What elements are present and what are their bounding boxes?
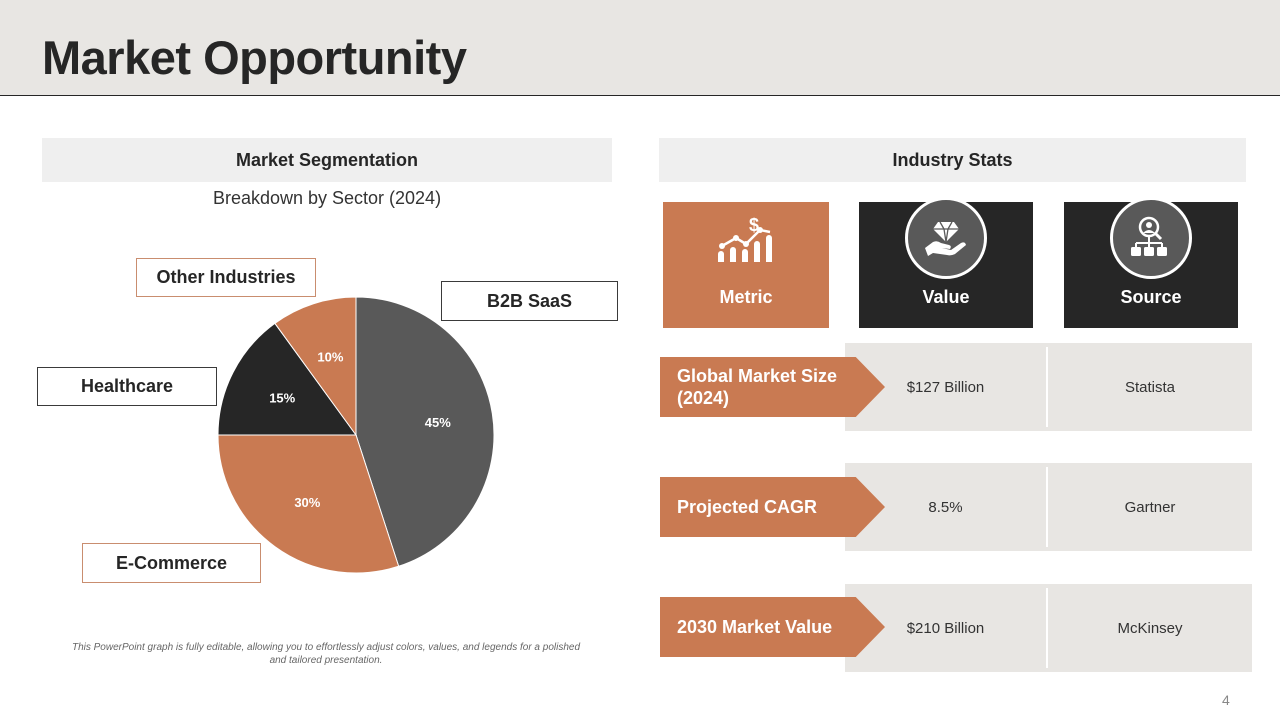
metric-label: 2030 Market Value: [660, 597, 885, 657]
row-divider: [1046, 588, 1048, 668]
pie-slice-healthcare: [217, 322, 357, 436]
pie-slice-other-industries: [274, 296, 357, 437]
source-cell: Gartner: [1124, 498, 1176, 516]
metric-label: Projected CAGR: [660, 477, 885, 537]
industry-stats-heading: Industry Stats: [659, 138, 1246, 182]
metric-column-label: Metric: [719, 287, 773, 307]
callout-b2b-saas: B2B SaaS: [441, 281, 618, 321]
growth-chart-dollar-icon: $: [716, 214, 776, 269]
title-bar: Market Opportunity: [0, 0, 1280, 96]
source-cell: McKinsey: [1117, 619, 1183, 637]
value-cell: 8.5%: [928, 498, 963, 516]
callout-healthcare: Healthcare: [37, 367, 217, 406]
chart-footnote: This PowerPoint graph is fully editable,…: [71, 642, 581, 666]
pie-slice-e-commerce: [217, 434, 400, 574]
market-segmentation-heading: Market Segmentation: [42, 138, 612, 182]
metric-label: Global Market Size (2024): [660, 357, 885, 417]
svg-text:$: $: [749, 215, 759, 235]
value-cell: $127 Billion: [906, 378, 985, 396]
pie-data-label: 10%: [317, 349, 343, 364]
value-cell: $210 Billion: [906, 619, 985, 637]
row-divider: [1046, 467, 1048, 547]
callout-e-commerce: E-Commerce: [82, 543, 261, 583]
stats-row-bg: [845, 584, 1252, 672]
hand-diamond-icon: [905, 197, 987, 279]
pie-data-label: 15%: [269, 390, 295, 405]
stats-row-bg: [845, 343, 1252, 431]
metric-column-header: Metric: [663, 202, 829, 328]
pie-slice-b2b-saas: [355, 296, 495, 567]
slide-number: 4: [1222, 692, 1230, 708]
page-title: Market Opportunity: [42, 31, 467, 84]
row-divider: [1046, 347, 1048, 427]
callout-other-industries: Other Industries: [136, 258, 316, 297]
chart-subtitle: Breakdown by Sector (2024): [212, 188, 442, 208]
person-network-icon: [1110, 197, 1192, 279]
pie-data-label: 45%: [425, 415, 451, 430]
source-cell: Statista: [1124, 378, 1176, 396]
pie-data-label: 30%: [294, 495, 320, 510]
stats-row-bg: [845, 463, 1252, 551]
source-column-label: Source: [1120, 287, 1182, 307]
value-column-label: Value: [922, 287, 970, 307]
